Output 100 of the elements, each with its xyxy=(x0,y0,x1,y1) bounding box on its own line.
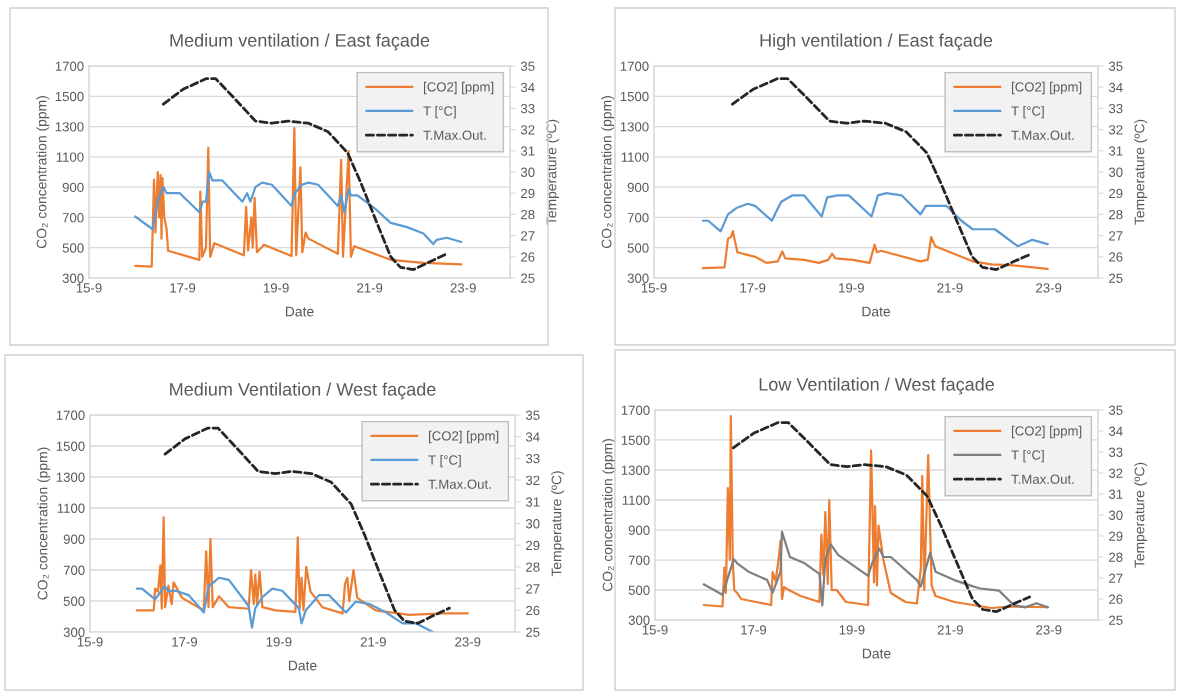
y2-tick-label: 28 xyxy=(1109,552,1123,562)
y-tick-label: 900 xyxy=(62,182,84,193)
legend-label: T [°C] xyxy=(423,106,456,119)
y-tick-label: 1500 xyxy=(620,91,649,102)
y-tick-label: 1100 xyxy=(621,152,649,162)
y-tick-label: 500 xyxy=(62,243,84,253)
y2-tick-label: 29 xyxy=(526,540,540,551)
y2-tick-label: 26 xyxy=(1109,252,1123,262)
x-tick-label: 17-9 xyxy=(740,283,766,293)
y2-tick-label: 26 xyxy=(521,252,535,262)
y2-axis-title: Temperature (ºC) xyxy=(1134,462,1148,568)
y2-tick-label: 33 xyxy=(1108,447,1123,457)
y-tick-label: 900 xyxy=(628,525,650,535)
y2-tick-label: 32 xyxy=(1108,468,1123,478)
y2-tick-label: 25 xyxy=(1109,273,1123,283)
x-tick-label: 15-9 xyxy=(642,625,668,635)
y2-tick-label: 31 xyxy=(1108,489,1123,499)
y-tick-label: 900 xyxy=(63,534,85,544)
x-axis-title: Date xyxy=(285,306,314,317)
legend-label: T.Max.Out. xyxy=(428,479,491,489)
y-tick-label: 300 xyxy=(628,615,650,625)
y2-tick-label: 32 xyxy=(520,125,535,135)
y2-tick-label: 32 xyxy=(1108,125,1123,135)
y2-tick-label: 31 xyxy=(1108,146,1123,156)
y2-tick-label: 30 xyxy=(525,519,540,529)
y-tick-label: 1300 xyxy=(621,465,650,475)
legend-label: T [°C] xyxy=(428,455,461,468)
y2-tick-label: 27 xyxy=(526,584,540,594)
y2-tick-label: 31 xyxy=(525,497,540,507)
x-tick-label: 23-9 xyxy=(1036,625,1062,635)
x-tick-label: 23-9 xyxy=(1036,283,1062,293)
x-axis-title: Date xyxy=(288,660,317,671)
y-tick-label: 900 xyxy=(627,182,649,193)
y-tick-label: 1100 xyxy=(56,152,84,162)
y-tick-label: 500 xyxy=(628,585,650,595)
y-tick-label: 700 xyxy=(627,213,649,223)
y2-tick-label: 34 xyxy=(1108,82,1123,93)
y2-tick-label: 35 xyxy=(520,61,535,71)
y2-tick-label: 33 xyxy=(520,103,535,114)
y2-tick-label: 29 xyxy=(521,188,535,199)
y2-tick-label: 28 xyxy=(521,209,535,220)
y2-tick-label: 27 xyxy=(521,231,535,241)
y2-tick-label: 34 xyxy=(1108,426,1123,436)
chart-title: High ventilation / East façade xyxy=(760,33,993,51)
y-axis-title: CO₂ concentration (ppm) xyxy=(36,96,50,249)
x-tick-label: 19-9 xyxy=(839,283,864,293)
y2-axis-title: Temperature (ºC) xyxy=(551,471,565,577)
y2-tick-label: 29 xyxy=(1109,531,1123,541)
y-tick-label: 300 xyxy=(62,273,84,283)
x-tick-label: 17-9 xyxy=(741,625,767,635)
y2-tick-label: 28 xyxy=(526,562,540,572)
y-tick-label: 1100 xyxy=(57,503,85,513)
x-tick-label: 15-9 xyxy=(641,283,667,293)
y-tick-label: 700 xyxy=(628,555,650,565)
x-tick-label: 21-9 xyxy=(937,283,963,293)
chart-title: Low Ventilation / West façade xyxy=(759,377,994,395)
legend-label: [CO2] [ppm] xyxy=(428,430,499,444)
y2-tick-label: 27 xyxy=(1109,573,1123,583)
y2-axis-title: Temperature (ºC) xyxy=(1134,119,1148,225)
legend-label: [CO2] [ppm] xyxy=(1011,425,1082,439)
x-axis-title: Date xyxy=(862,306,891,317)
x-tick-label: 17-9 xyxy=(172,637,198,647)
x-tick-label: 19-9 xyxy=(266,637,292,647)
chart-title: Medium ventilation / East façade xyxy=(170,33,430,51)
y2-tick-label: 28 xyxy=(1109,209,1123,220)
x-tick-label: 23-9 xyxy=(450,283,476,293)
y-tick-label: 1700 xyxy=(621,405,650,415)
y2-tick-label: 29 xyxy=(1109,188,1123,199)
y-axis-title: CO₂ concentration (ppm) xyxy=(602,439,616,592)
x-tick-label: 19-9 xyxy=(263,283,289,293)
x-tick-label: 21-9 xyxy=(360,637,386,647)
y-tick-label: 1300 xyxy=(620,122,649,132)
legend-label: T [°C] xyxy=(1011,106,1044,119)
y2-tick-label: 35 xyxy=(525,410,540,420)
y-tick-label: 500 xyxy=(627,243,649,253)
y-tick-label: 700 xyxy=(62,213,84,223)
legend-label: T.Max.Out. xyxy=(1011,474,1074,484)
y2-tick-label: 33 xyxy=(1108,103,1123,114)
y-tick-label: 1700 xyxy=(620,61,649,71)
y2-tick-label: 25 xyxy=(1109,615,1123,625)
y-tick-label: 700 xyxy=(63,565,85,575)
y2-tick-label: 35 xyxy=(1108,405,1123,415)
y2-tick-label: 33 xyxy=(525,453,540,464)
y2-tick-label: 26 xyxy=(526,605,540,616)
x-axis-title: Date xyxy=(862,648,891,659)
y-tick-label: 1500 xyxy=(56,441,85,451)
legend-label: T.Max.Out. xyxy=(1011,130,1074,140)
legend-label: [CO2] [ppm] xyxy=(423,81,494,95)
y2-tick-label: 31 xyxy=(520,146,535,156)
y2-tick-label: 30 xyxy=(520,167,535,177)
y-axis-title: CO₂ concentration (ppm) xyxy=(601,96,615,249)
y-tick-label: 1100 xyxy=(622,495,650,505)
y2-tick-label: 32 xyxy=(525,475,540,486)
y2-tick-label: 35 xyxy=(1108,61,1123,71)
y-tick-label: 1700 xyxy=(56,410,85,420)
y-tick-label: 500 xyxy=(63,596,85,606)
y2-tick-label: 34 xyxy=(525,432,540,442)
legend-label: [CO2] [ppm] xyxy=(1011,81,1082,95)
y-tick-label: 1300 xyxy=(55,122,84,132)
x-tick-label: 23-9 xyxy=(455,637,481,647)
